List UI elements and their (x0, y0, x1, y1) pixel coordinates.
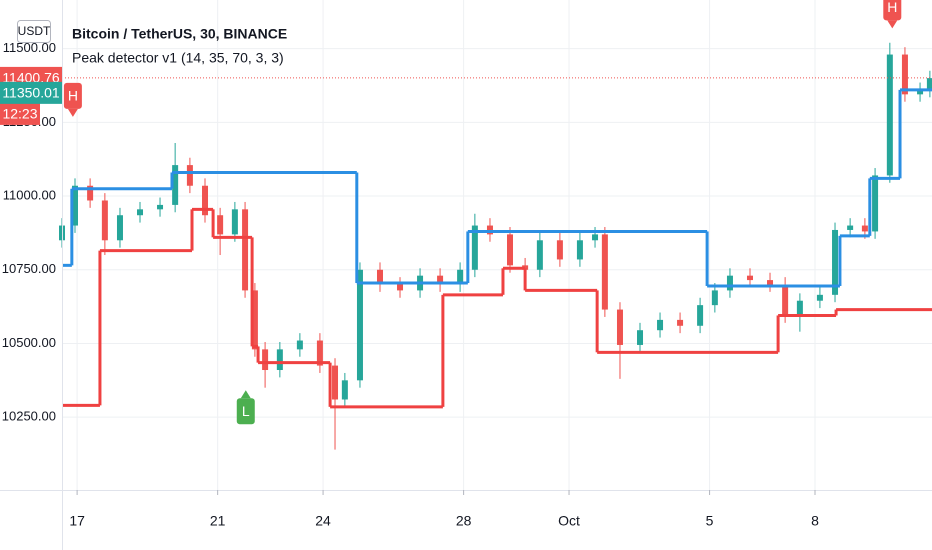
candle-body (536, 240, 543, 270)
marker-box (883, 0, 902, 21)
candle-body (316, 340, 323, 366)
candle-body (397, 284, 404, 291)
marker-label: H (68, 88, 78, 104)
candle-body (202, 185, 209, 216)
currency-button[interactable] (17, 20, 51, 43)
x-tick-label: 21 (210, 513, 226, 529)
candle-body (217, 215, 224, 235)
currency-label[interactable]: USDT (18, 24, 51, 38)
candle-body (872, 175, 879, 232)
x-tick-label: 5 (706, 513, 714, 529)
y-tick-label: 11500.00 (3, 40, 56, 55)
candle-body (616, 309, 623, 345)
candle-body (137, 209, 144, 216)
peak-marker: L (236, 390, 255, 425)
marker-box (236, 398, 255, 425)
candle-body (697, 305, 704, 326)
candle-body (157, 204, 164, 210)
countdown-label: 12:23 (2, 106, 37, 122)
candle-body (186, 165, 193, 186)
x-tick-label: 17 (69, 513, 85, 529)
candle-body (726, 275, 733, 291)
candle-body (457, 269, 464, 285)
candle-body (796, 300, 803, 316)
candle-body (637, 330, 644, 345)
x-tick-label: 24 (315, 513, 331, 529)
candle-body (437, 275, 444, 285)
candle-body (276, 349, 283, 371)
candle-body (576, 240, 583, 260)
marker-pointer (240, 390, 251, 399)
candle-body (847, 225, 854, 230)
candle-body (376, 269, 383, 285)
candle-body (101, 200, 108, 241)
x-tick-label: 8 (811, 513, 819, 529)
candle-body (172, 165, 179, 205)
candle-body (332, 365, 339, 400)
candle-body (711, 290, 718, 306)
marker-pointer (887, 20, 898, 29)
candle-body (832, 229, 839, 295)
candle-body (341, 380, 348, 400)
y-tick-label: 10500.00 (2, 335, 56, 350)
peak-marker: H (883, 0, 902, 29)
candle-body (746, 275, 753, 281)
x-tick-label: 28 (456, 513, 472, 529)
candle-body (601, 234, 608, 310)
grid-layer (62, 0, 932, 490)
candle-body (242, 209, 249, 291)
price-tag-label: 11350.01 (2, 85, 60, 101)
y-tick-label: 11000.00 (3, 187, 56, 202)
axis-layer: 10250.0010500.0010750.0011000.0011250.00… (0, 40, 819, 529)
candle-body (116, 215, 123, 241)
candle-body (917, 89, 924, 95)
marker-box (63, 82, 82, 109)
peak-marker: H (63, 82, 82, 117)
candle-body (262, 349, 269, 371)
candle-body (782, 284, 789, 316)
marker-pointer (67, 108, 78, 117)
candle-body (677, 319, 684, 326)
chart-title: Bitcoin / TetherUS, 30, BINANCE (72, 26, 287, 42)
candle-body (886, 54, 893, 176)
candle-body (592, 234, 599, 241)
candle-body (901, 54, 908, 95)
candle-body (507, 234, 514, 266)
candle-body (861, 225, 868, 232)
y-tick-label: 10250.00 (2, 409, 56, 424)
marker-label: L (242, 403, 250, 419)
candle-body (556, 240, 563, 260)
price-tag (0, 81, 62, 104)
candle-body (231, 209, 238, 235)
candle-body (926, 78, 932, 90)
plot-layer: H L H (59, 0, 932, 450)
candle-body (251, 290, 258, 350)
marker-label: H (887, 0, 897, 15)
price-tag-label: 11400.76 (2, 70, 60, 86)
candle-body (296, 340, 303, 350)
countdown-tag (0, 102, 40, 125)
candle-body (816, 294, 823, 301)
candle-body (767, 280, 774, 285)
candle-body (657, 319, 664, 331)
indicator-title: Peak detector v1 (14, 35, 70, 3, 3) (72, 50, 284, 66)
candle-body (356, 269, 363, 381)
candle-body (87, 185, 94, 201)
y-tick-label: 10750.00 (2, 261, 56, 276)
x-tick-label: Oct (558, 513, 580, 529)
candle-body (471, 225, 478, 270)
candle-body (72, 185, 79, 226)
